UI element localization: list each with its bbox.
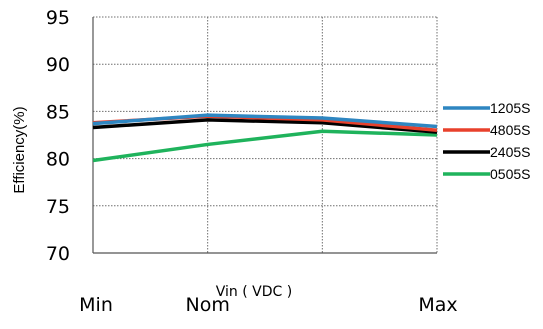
axes <box>92 17 437 254</box>
y-tick-label: 90 <box>46 54 70 76</box>
x-tick-label: Min <box>79 294 113 316</box>
x-tick-label: Max <box>418 294 457 316</box>
y-tick-label: 80 <box>46 149 70 171</box>
legend: 1205S 4805S 2405S 0505S <box>443 100 530 182</box>
legend-label-1205S: 1205S <box>490 100 530 116</box>
tick-labels: 70 75 80 85 90 95 Min Nom Max <box>46 7 458 316</box>
y-tick-label: 85 <box>46 101 70 123</box>
x-tick-label: Nom <box>185 294 229 316</box>
y-tick-label: 75 <box>46 196 70 218</box>
legend-label-4805S: 4805S <box>490 122 530 138</box>
y-tick-label: 70 <box>46 243 70 265</box>
y-tick-label: 95 <box>46 7 70 29</box>
x-axis-label: Vin ( VDC ) <box>216 284 292 300</box>
y-axis-label: Efficiency(%) <box>11 106 28 193</box>
series-line-1205S <box>92 113 438 129</box>
series-line-2405S <box>92 118 438 134</box>
series-lines <box>92 113 438 163</box>
legend-label-0505S: 0505S <box>490 166 530 182</box>
legend-label-2405S: 2405S <box>490 144 530 160</box>
series-line-0505S <box>92 129 438 163</box>
